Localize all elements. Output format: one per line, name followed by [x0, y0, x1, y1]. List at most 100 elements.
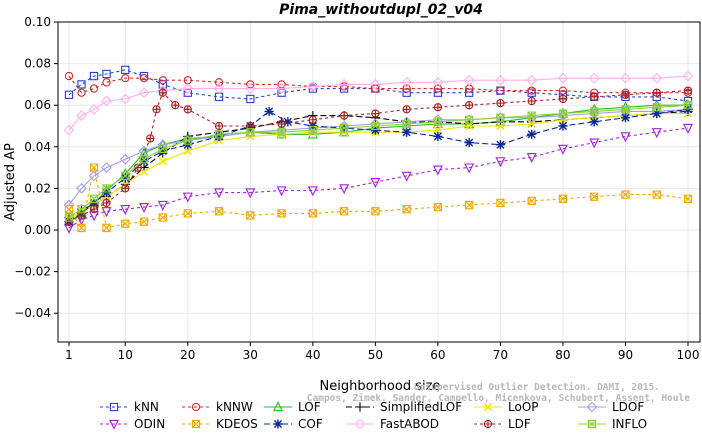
data-point-knnw [158, 76, 167, 85]
y-axis: −0.04 −0.02 0.00 0.02 0.04 0.06 0.08 0.10 [14, 15, 58, 320]
data-point-kdeos [214, 207, 224, 216]
data-point-inflo [121, 171, 130, 181]
data-point-fastabod [682, 70, 694, 82]
data-point-knnw [246, 80, 255, 89]
legend: kNN kNNW LOF SimplifiedLOF LoOP LDOF ODIN KDEOS… [100, 400, 647, 431]
data-point-knn [139, 71, 149, 81]
data-point-fastabod [651, 72, 663, 84]
data-point-loop [139, 167, 149, 176]
data-point-cof [652, 108, 662, 119]
data-point-knnw [339, 82, 349, 91]
data-point-ldf [528, 97, 536, 105]
data-point-kdeos [246, 211, 255, 220]
data-point-inflo [558, 109, 568, 118]
data-point-cof [308, 121, 318, 131]
legend-label-inflo: INFLO [612, 417, 647, 431]
data-point-ldf [371, 109, 379, 118]
data-point-knn [102, 69, 111, 79]
data-point-ldf [184, 105, 192, 113]
data-point-fastabod [369, 79, 381, 90]
data-point-fastabod [526, 74, 538, 86]
data-point-inflo [433, 117, 443, 126]
data-point-odin [401, 171, 412, 182]
data-point-fastabod [463, 74, 475, 86]
data-point-ldof [76, 183, 87, 194]
legend-label-simplifiedlof: SimplifiedLOF [380, 400, 462, 414]
data-point-cof [683, 104, 693, 114]
x-tick-label: 50 [368, 348, 383, 362]
data-point-inflo [64, 213, 74, 222]
data-point-fastabod [101, 95, 112, 107]
data-point-fastabod [495, 74, 506, 86]
data-point-odin [651, 128, 662, 139]
y-tick-label: 0.02 [24, 181, 51, 195]
series-ldf [64, 86, 693, 226]
data-point-kdeos [77, 223, 86, 233]
y-tick-label: −0.04 [14, 306, 51, 320]
data-point-odin [157, 200, 168, 211]
data-point-ldf [277, 120, 286, 128]
data-point-kdeos [121, 219, 130, 228]
data-point-fastabod [213, 83, 225, 94]
data-point-knn [121, 65, 130, 74]
data-point-kdeos [496, 198, 505, 208]
data-point-cof [589, 117, 599, 127]
data-point-loop [527, 119, 536, 129]
data-point-lof [139, 147, 150, 158]
data-point-odin [245, 188, 256, 199]
data-point-fastabod [76, 110, 87, 121]
data-point-kdeos [590, 192, 599, 201]
data-point-odin [120, 205, 131, 216]
data-point-odin [464, 163, 475, 174]
data-point-knn [89, 71, 99, 81]
data-point-kdeos [339, 207, 349, 216]
data-point-fastabod [276, 83, 287, 94]
data-point-inflo [527, 111, 536, 120]
data-point-kdeos [64, 205, 74, 214]
data-point-inflo [652, 103, 661, 112]
series-odin [64, 123, 693, 234]
data-point-ldf [159, 89, 167, 97]
data-point-cof [464, 138, 474, 148]
legend-marker-inflo [587, 419, 597, 429]
data-point-ldf [621, 91, 630, 99]
data-point-knn [339, 84, 349, 93]
chart-grid [58, 21, 700, 342]
data-point-loop [496, 121, 505, 131]
y-tick-label: 0.10 [24, 15, 51, 29]
data-point-fastabod [620, 72, 631, 84]
data-point-knnw [402, 84, 411, 93]
series-kdeos [64, 163, 693, 233]
chart-title: Pima_withoutdupl_02_v04 [279, 2, 483, 18]
data-point-knnw [139, 74, 149, 83]
data-point-knnw [64, 71, 74, 81]
data-point-knnw [496, 86, 505, 95]
legend-label-lof: LOF [298, 400, 321, 414]
data-point-ldf [340, 112, 348, 120]
data-point-cof [264, 106, 274, 117]
data-point-kdeos [683, 194, 693, 203]
data-point-inflo [308, 126, 317, 135]
data-point-kdeos [433, 202, 443, 212]
data-point-ldf [152, 105, 161, 113]
data-point-odin [557, 144, 568, 155]
data-point-ldf [590, 93, 598, 101]
series-line-odin [68, 127, 689, 229]
data-point-ldof [119, 153, 131, 165]
data-point-loop [433, 125, 443, 135]
data-point-odin [101, 207, 112, 218]
data-point-odin [526, 153, 537, 164]
data-point-inflo [496, 113, 505, 122]
data-point-fastabod [401, 76, 413, 88]
legend-marker-odin [109, 419, 119, 430]
data-point-knnw [277, 80, 286, 89]
data-point-cof [120, 173, 130, 183]
data-point-fastabod [119, 93, 131, 105]
data-point-kdeos [371, 207, 380, 216]
data-point-loop [121, 180, 130, 189]
legend-marker-cof [273, 419, 283, 429]
data-point-knn [158, 80, 167, 89]
legend-label-odin: ODIN [134, 417, 165, 431]
data-point-odin [683, 123, 693, 134]
data-point-odin [370, 178, 381, 188]
